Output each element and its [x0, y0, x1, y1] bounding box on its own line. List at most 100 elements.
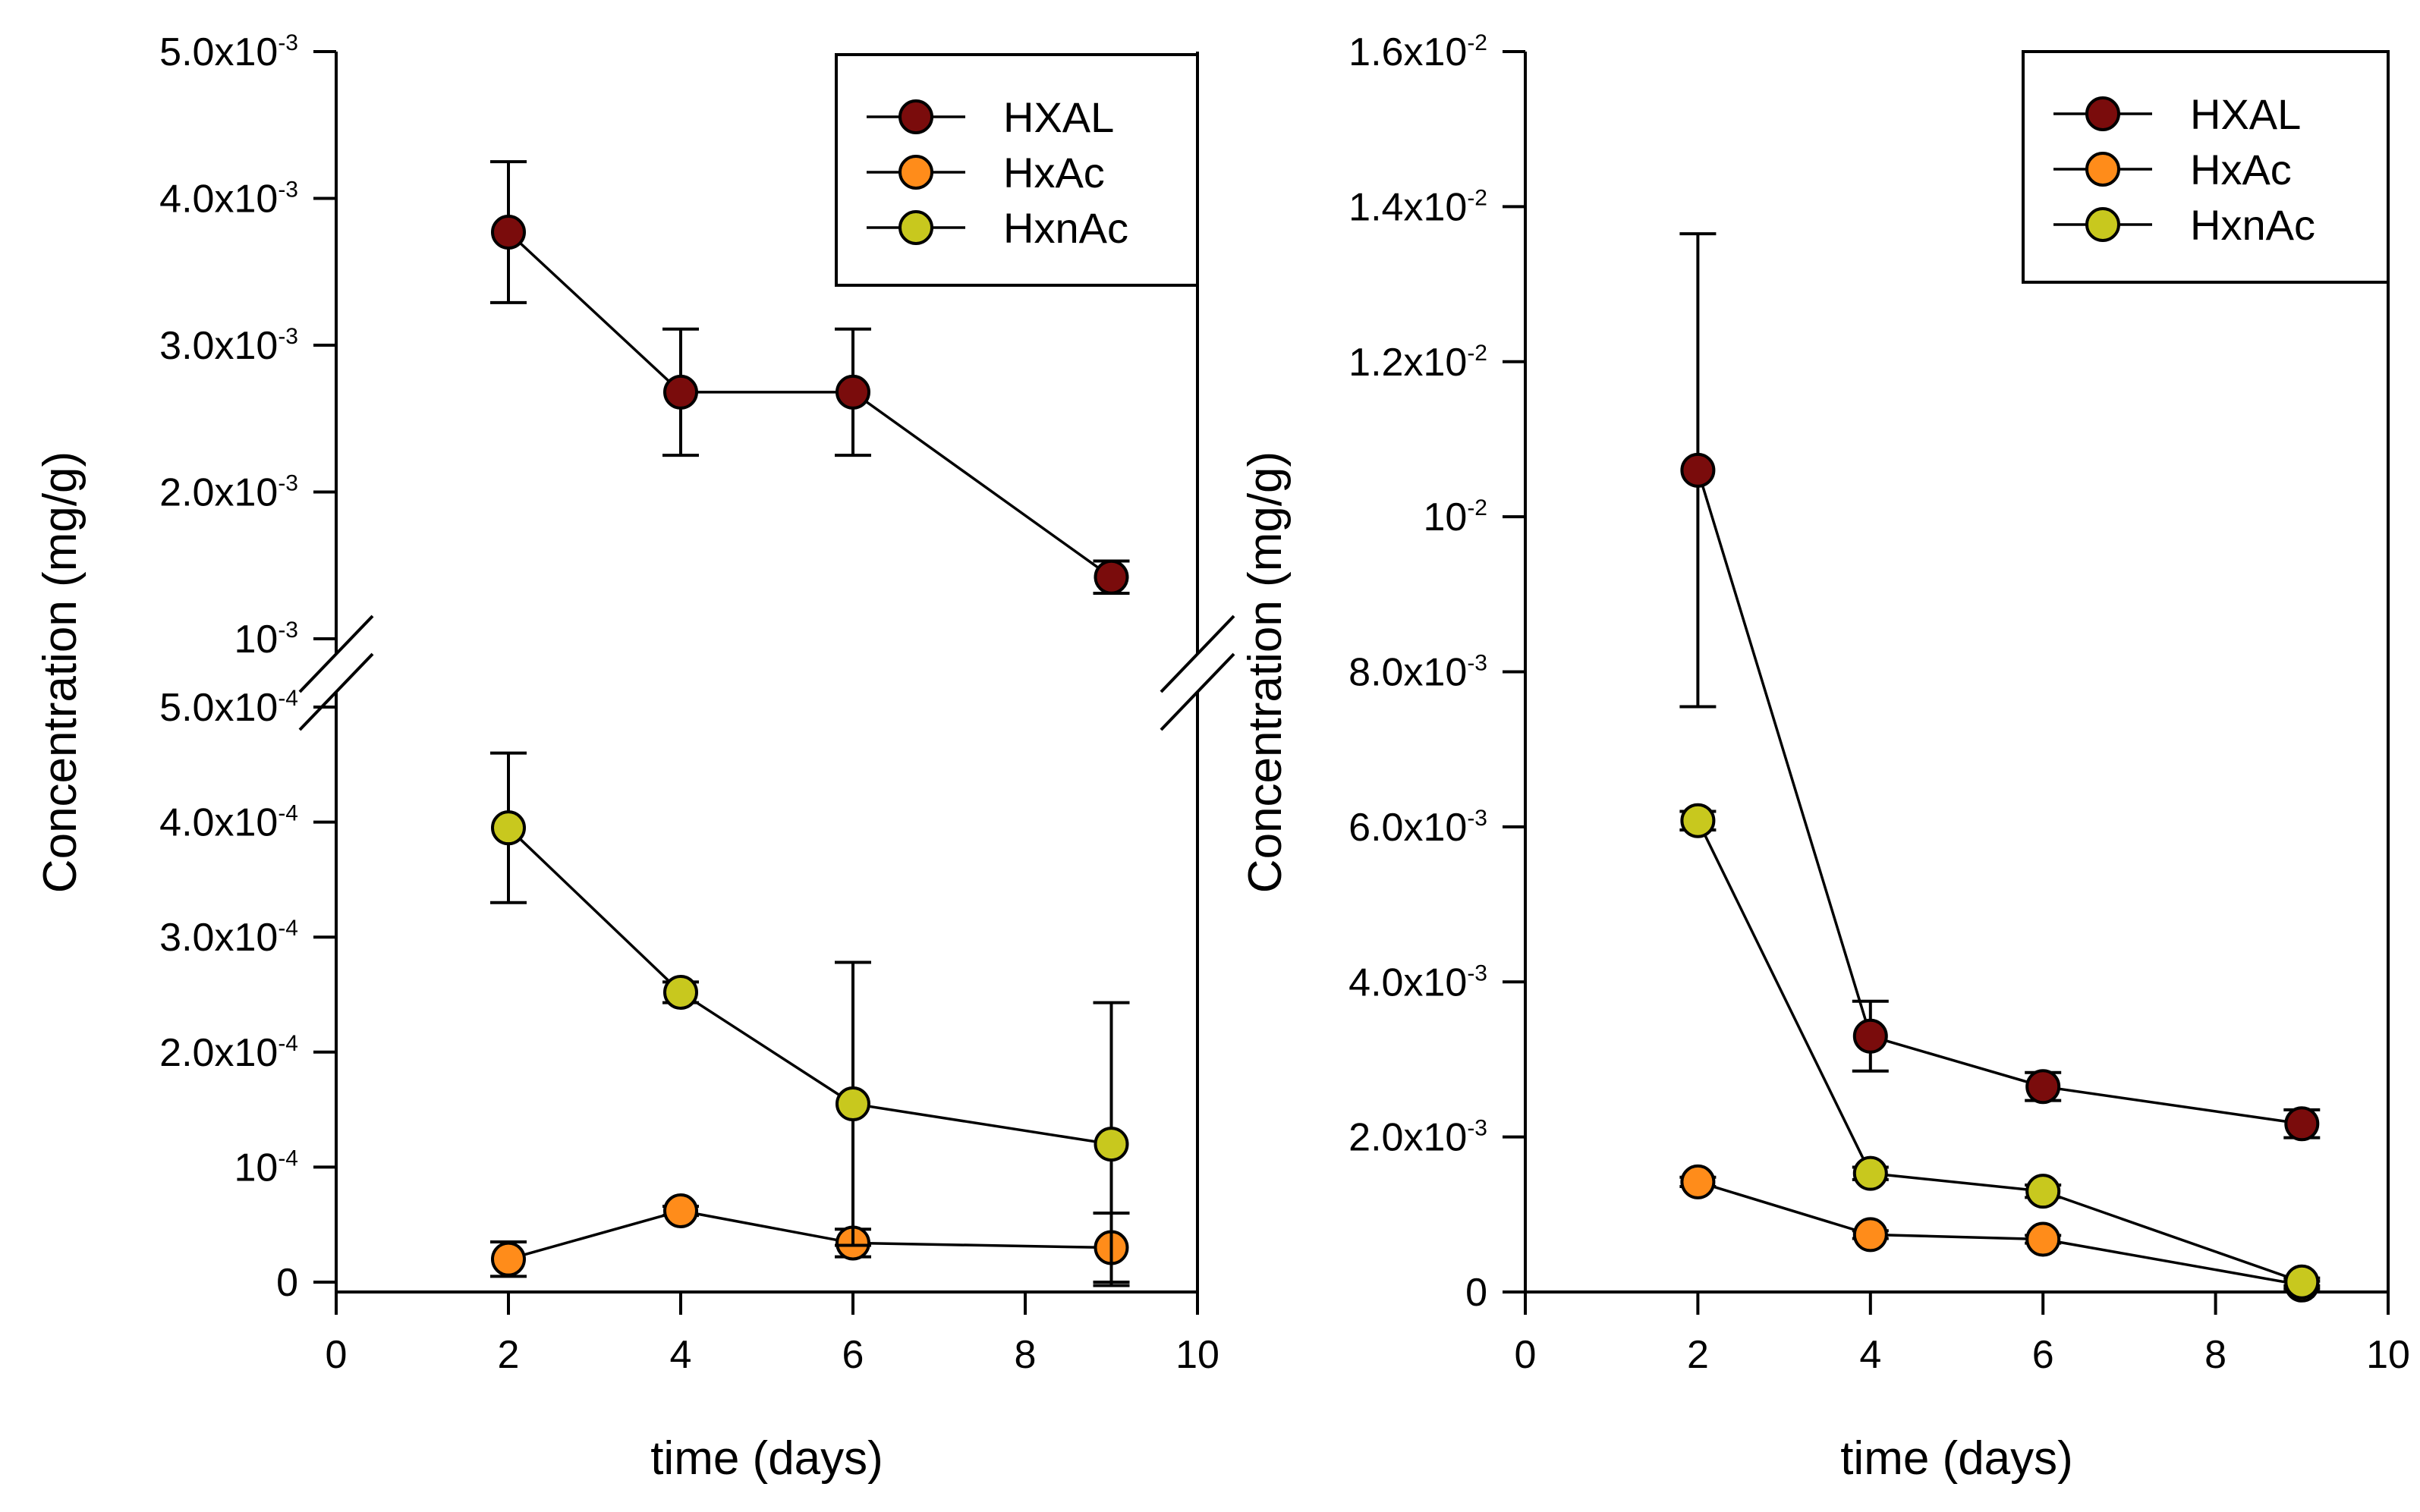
series-line-segment — [1696, 819, 1872, 1174]
series-line-segment — [2042, 1085, 2302, 1125]
y-tick-label: 5.0x10-4 — [159, 686, 298, 730]
legend-marker — [2085, 96, 2120, 131]
axis-break-gap — [1191, 654, 1204, 692]
series-line-segment — [851, 391, 1112, 579]
x-tick-label: 8 — [1015, 1333, 1037, 1377]
data-point — [1852, 1155, 1888, 1191]
x-axis-title: time (days) — [1840, 1432, 2073, 1485]
axis-break-mark — [298, 615, 374, 693]
x-tick-label: 2 — [498, 1333, 520, 1377]
legend-label: HXAL — [1003, 93, 1114, 141]
series-hxnac — [1679, 803, 2321, 1300]
data-point — [1680, 803, 1716, 838]
series-line-segment — [680, 1209, 854, 1245]
legend-label: HxAc — [1003, 149, 1105, 196]
series-line-segment — [680, 991, 854, 1105]
y-tick-label: 2.0x10-4 — [159, 1031, 298, 1075]
legend-marker — [2085, 152, 2120, 187]
data-point — [1852, 1217, 1888, 1253]
y-tick-label: 2.0x10-3 — [1348, 1116, 1487, 1160]
y-tick-label: 5.0x10-3 — [159, 30, 298, 74]
x-tick-label: 2 — [1687, 1333, 1709, 1377]
data-point — [1680, 452, 1716, 488]
series-line-segment — [508, 1209, 681, 1261]
x-tick-label: 4 — [670, 1333, 692, 1377]
x-tick-label: 6 — [2032, 1333, 2054, 1377]
legend-label: HxnAc — [1003, 204, 1128, 252]
data-point — [2284, 1106, 2320, 1142]
series-line-segment — [852, 1102, 1112, 1146]
y-axis-title: Concentration (mg/g) — [34, 451, 87, 893]
axis-break-mark — [1160, 615, 1235, 693]
x-axis-title: time (days) — [650, 1432, 883, 1485]
series-line-segment — [1697, 1180, 1871, 1237]
series-line-segment — [1870, 1171, 2044, 1193]
data-point — [663, 974, 698, 1010]
chart-panel-right: 0 2 4 6 8 10 0 2.0x10-3 4.0x10-3 6.0x10-3 8.0x10-3… — [1239, 30, 2410, 1485]
data-point — [1094, 1127, 1129, 1162]
legend-box — [835, 53, 1199, 287]
series-line-segment — [1870, 1233, 2044, 1241]
x-tick-label: 0 — [1515, 1333, 1537, 1377]
y-tick-label: 4.0x10-3 — [159, 178, 298, 222]
series-line-segment — [1696, 470, 1872, 1037]
series-line-segment — [2042, 1237, 2302, 1287]
legend-marker — [898, 99, 933, 134]
y-tick-label: 1.2x10-2 — [1348, 341, 1487, 385]
data-point — [836, 374, 870, 410]
y-tick-label: 0 — [276, 1261, 298, 1305]
y-tick-label: 3.0x10-4 — [159, 916, 298, 960]
data-point — [2025, 1174, 2061, 1209]
y-tick-label: 4.0x10-3 — [1348, 960, 1487, 1004]
x-tick-label: 4 — [1859, 1333, 1881, 1377]
axis-break-gap — [330, 654, 342, 692]
data-point — [491, 1241, 526, 1277]
axis-break-mark — [298, 652, 374, 731]
legend-box — [2022, 50, 2390, 284]
y-tick-label: 1.6x10-2 — [1348, 30, 1487, 74]
data-point — [2025, 1221, 2061, 1257]
legend-marker — [898, 155, 933, 190]
legend-label: HxAc — [2190, 146, 2292, 193]
data-point — [663, 1193, 698, 1229]
y-tick-label: 4.0x10-4 — [159, 801, 298, 845]
series-line-segment — [852, 1241, 1112, 1250]
data-point — [1680, 1164, 1716, 1199]
y-tick-label: 3.0x10-3 — [159, 324, 298, 368]
series-line-segment — [2042, 1190, 2302, 1284]
data-point — [663, 374, 698, 410]
y-tick-label: 10-4 — [234, 1146, 298, 1190]
y-tick-label: 0 — [1465, 1271, 1487, 1315]
x-tick-label: 6 — [842, 1333, 864, 1377]
data-point — [836, 1086, 870, 1122]
y-tick-label: 8.0x10-3 — [1348, 651, 1487, 695]
data-point — [2025, 1069, 2061, 1105]
y-tick-label: 1.4x10-2 — [1348, 185, 1487, 229]
series-line-segment — [507, 231, 682, 394]
x-tick-label: 0 — [326, 1333, 348, 1377]
data-point — [1094, 559, 1129, 595]
series-hxnac — [490, 751, 1130, 1287]
y-tick-label: 6.0x10-3 — [1348, 806, 1487, 850]
series-hxal — [490, 160, 1130, 596]
series-hxal — [1679, 232, 2321, 1142]
legend-marker — [2085, 207, 2120, 242]
series-line-segment — [1870, 1035, 2044, 1088]
data-point — [491, 810, 526, 846]
chart-panel-left: 0 2 4 6 8 10 0 10-4 2.0x10-4 3.0x10-4 4.0x10-4 5.0x… — [34, 30, 1235, 1485]
y-tick-label: 2.0x10-3 — [159, 471, 298, 515]
axis-break-mark — [1160, 652, 1235, 731]
legend-label: HXAL — [2190, 90, 2301, 138]
legend-label: HxnAc — [2190, 201, 2315, 249]
y-axis-title: Concentration (mg/g) — [1239, 451, 1292, 893]
x-tick-label: 10 — [1175, 1333, 1219, 1377]
data-point — [2284, 1264, 2320, 1300]
y-tick-label: 10-2 — [1423, 495, 1487, 539]
series-line-segment — [507, 826, 682, 994]
data-point — [491, 215, 526, 250]
x-tick-label: 10 — [2366, 1333, 2410, 1377]
y-tick-label: 10-3 — [234, 618, 298, 662]
legend-marker — [898, 210, 933, 245]
series-hxac — [490, 1193, 1130, 1284]
